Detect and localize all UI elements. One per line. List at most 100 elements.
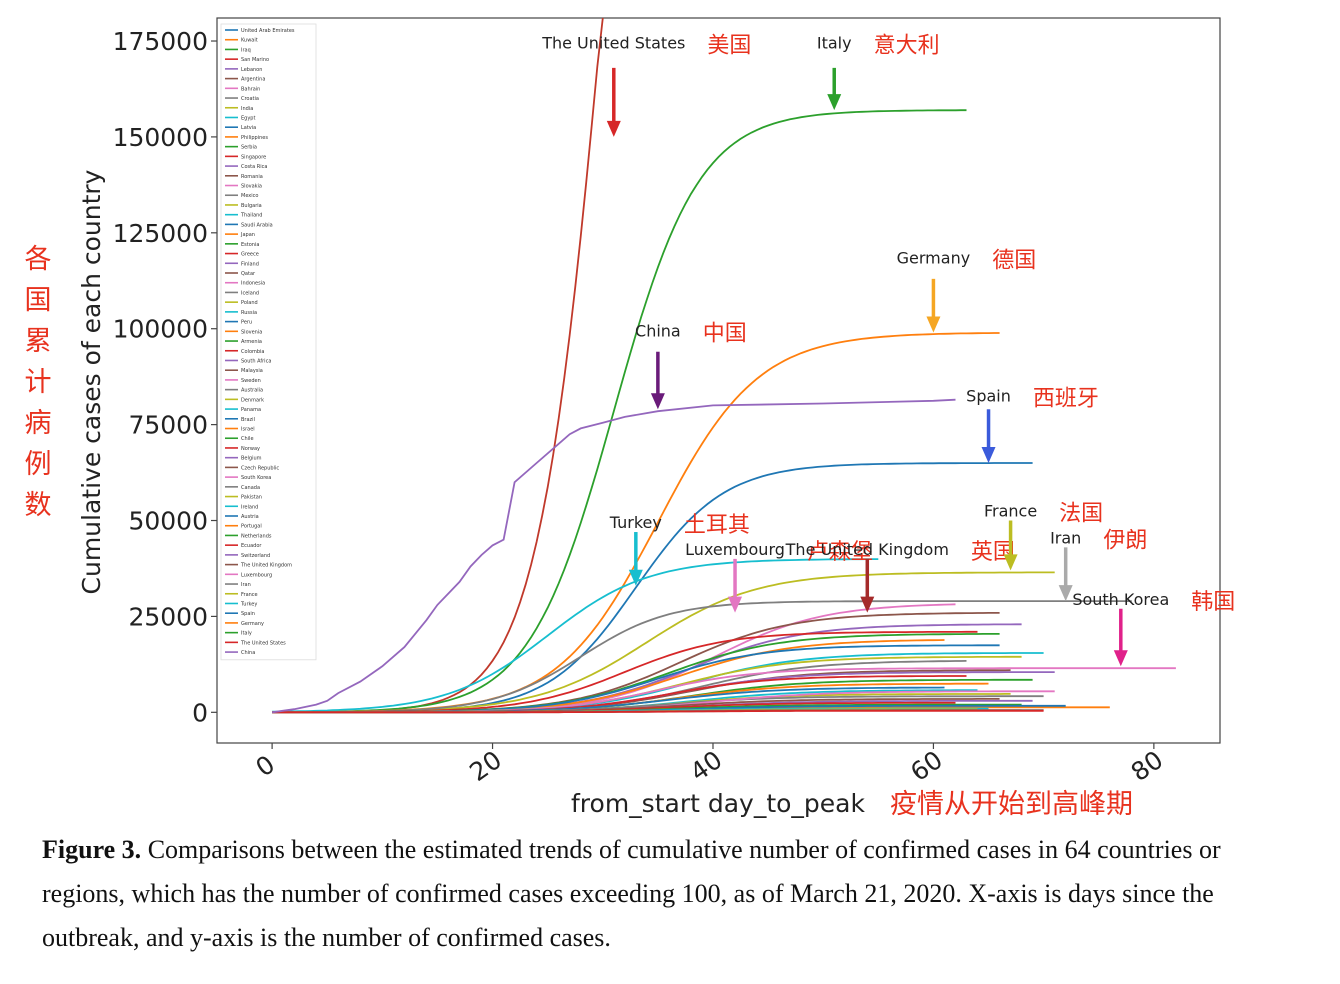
legend-entry: Thailand [240,213,262,219]
legend-entry: Chile [241,436,254,442]
annotation-arrow-head [650,393,665,410]
legend-entry: France [241,592,258,598]
annotation-arrow-head [606,120,621,137]
caption-text: Comparisons between the estimated trends… [42,835,1221,952]
legend-entry: Singapore [241,154,266,160]
annotation-arrow-head [981,446,996,463]
y-tick-label: 75000 [128,411,208,440]
annotation-label: France [984,502,1037,521]
annotation-label: China [635,321,681,340]
legend-entry: Saudi Arabia [241,222,273,228]
legend-entry: Czech Republic [241,465,279,471]
legend-entry: Austria [241,514,259,520]
annotation-label: The United Kingdom [785,540,949,559]
legend-entry: Romania [241,174,263,180]
annotations: The United States 美国 Italy 意大利 Germany 德国 Chin… [541,34,1235,667]
legend-entry: Pakistan [241,495,262,501]
annotation-label-zh: 土耳其 [684,513,750,538]
x-tick-label: 0 [250,750,280,783]
annotation-label: Italy [817,34,852,53]
legend-entry: Mexico [241,193,258,199]
y-tick-label: 175000 [113,27,208,56]
legend-box [220,23,317,661]
x-tick-label: 80 [1126,745,1169,787]
legend-entry: San Marino [241,57,269,63]
legend-entry: Kuwait [241,38,258,44]
legend-entry: Ecuador [241,543,262,549]
legend-entry: United Arab Emirates [241,28,295,34]
annotation-arrow-head [628,569,643,586]
legend-entry: Israel [241,427,255,433]
annotation-label-zh: 美国 [707,34,751,59]
legend-entry: Peru [241,320,252,326]
legend-entry: Russia [241,310,257,316]
y-tick-label: 100000 [113,315,208,344]
legend-entry: Bulgaria [241,203,262,209]
annotation-label: South Korea [1072,590,1169,609]
y-tick-label: 150000 [113,123,208,152]
legend-entry: Germany [241,621,264,627]
annotation-label-zh: 中国 [703,321,747,346]
legend-entry: Egypt [241,115,255,121]
annotation-arrow-head [827,94,842,111]
annotation-label-zh: 伊朗 [1103,529,1147,554]
annotation-label: The United States [541,34,685,53]
legend-entry: Italy [241,631,252,637]
legend-entry: Indonesia [241,281,265,287]
legend-entry: Greece [241,252,259,258]
annotation-arrow-head [1113,650,1128,667]
legend-entry: Portugal [241,524,262,530]
legend-entry: Costa Rica [241,164,267,170]
legend-entry: Armenia [241,339,262,345]
series-line-italy [272,109,967,713]
legend-entry: Iran [241,582,251,588]
legend-entry: Iraq [241,47,251,53]
caption-label: Figure 3. [42,835,142,864]
annotation-label-zh: 法国 [1059,502,1103,527]
y-axis-title-zh-char: 计 [25,367,52,398]
series-line-finland [272,709,1044,714]
series-line-turkey [272,558,879,713]
legend-entry: China [241,650,255,656]
legend-entry: Poland [241,300,258,306]
legend-entry: South Africa [241,358,271,364]
legend-entry: Slovenia [241,329,262,335]
chart: United Arab Emirates Kuwait Iraq San Marino… [25,17,1235,820]
legend-entry: Belgium [241,456,262,462]
legend-entry: The United States [240,640,286,646]
legend-entry: Brazil [241,417,255,423]
legend-entry: Iceland [241,290,259,296]
legend-entry: Malaysia [241,368,263,374]
series-line-china [271,398,956,714]
annotation-label: Spain [966,387,1011,406]
legend-entry: Croatia [241,96,259,102]
x-axis-title: from_start day_to_peak [571,789,866,818]
y-axis-title-zh-char: 例 [25,449,52,480]
annotation-label: Turkey [609,513,662,532]
annotation-label-zh: 德国 [992,249,1036,274]
annotation-arrow-head [728,596,743,613]
x-tick-label: 20 [464,745,507,787]
annotation-label: Luxembourg [685,540,785,559]
y-tick-label: 50000 [128,507,208,536]
annotation-label-zh: 卢森堡 [807,540,873,565]
y-tick-label: 0 [192,698,208,727]
legend-entry: Ireland [241,504,258,510]
legend-entry: Norway [241,446,260,452]
y-axis-title-zh-char: 累 [25,326,52,357]
legend-entry: Luxembourg [241,572,272,578]
legend-entry: Netherlands [241,533,272,539]
annotation-label-zh: 韩国 [1191,590,1235,615]
legend: United Arab Emirates Kuwait Iraq San Marino… [220,23,317,661]
y-axis-title-zh-char: 数 [25,490,52,521]
annotation-label: Germany [897,249,971,268]
legend-entry: India [241,106,253,112]
legend-entry: Latvia [241,125,256,131]
series-line-iran [272,600,1132,714]
legend-entry: Panama [241,407,261,413]
legend-entry: Spain [241,611,255,617]
y-tick-label: 25000 [128,602,208,631]
y-axis-title-zh-char: 国 [25,285,52,316]
series-layer [271,17,1176,714]
legend-entry: Lebanon [241,67,262,73]
